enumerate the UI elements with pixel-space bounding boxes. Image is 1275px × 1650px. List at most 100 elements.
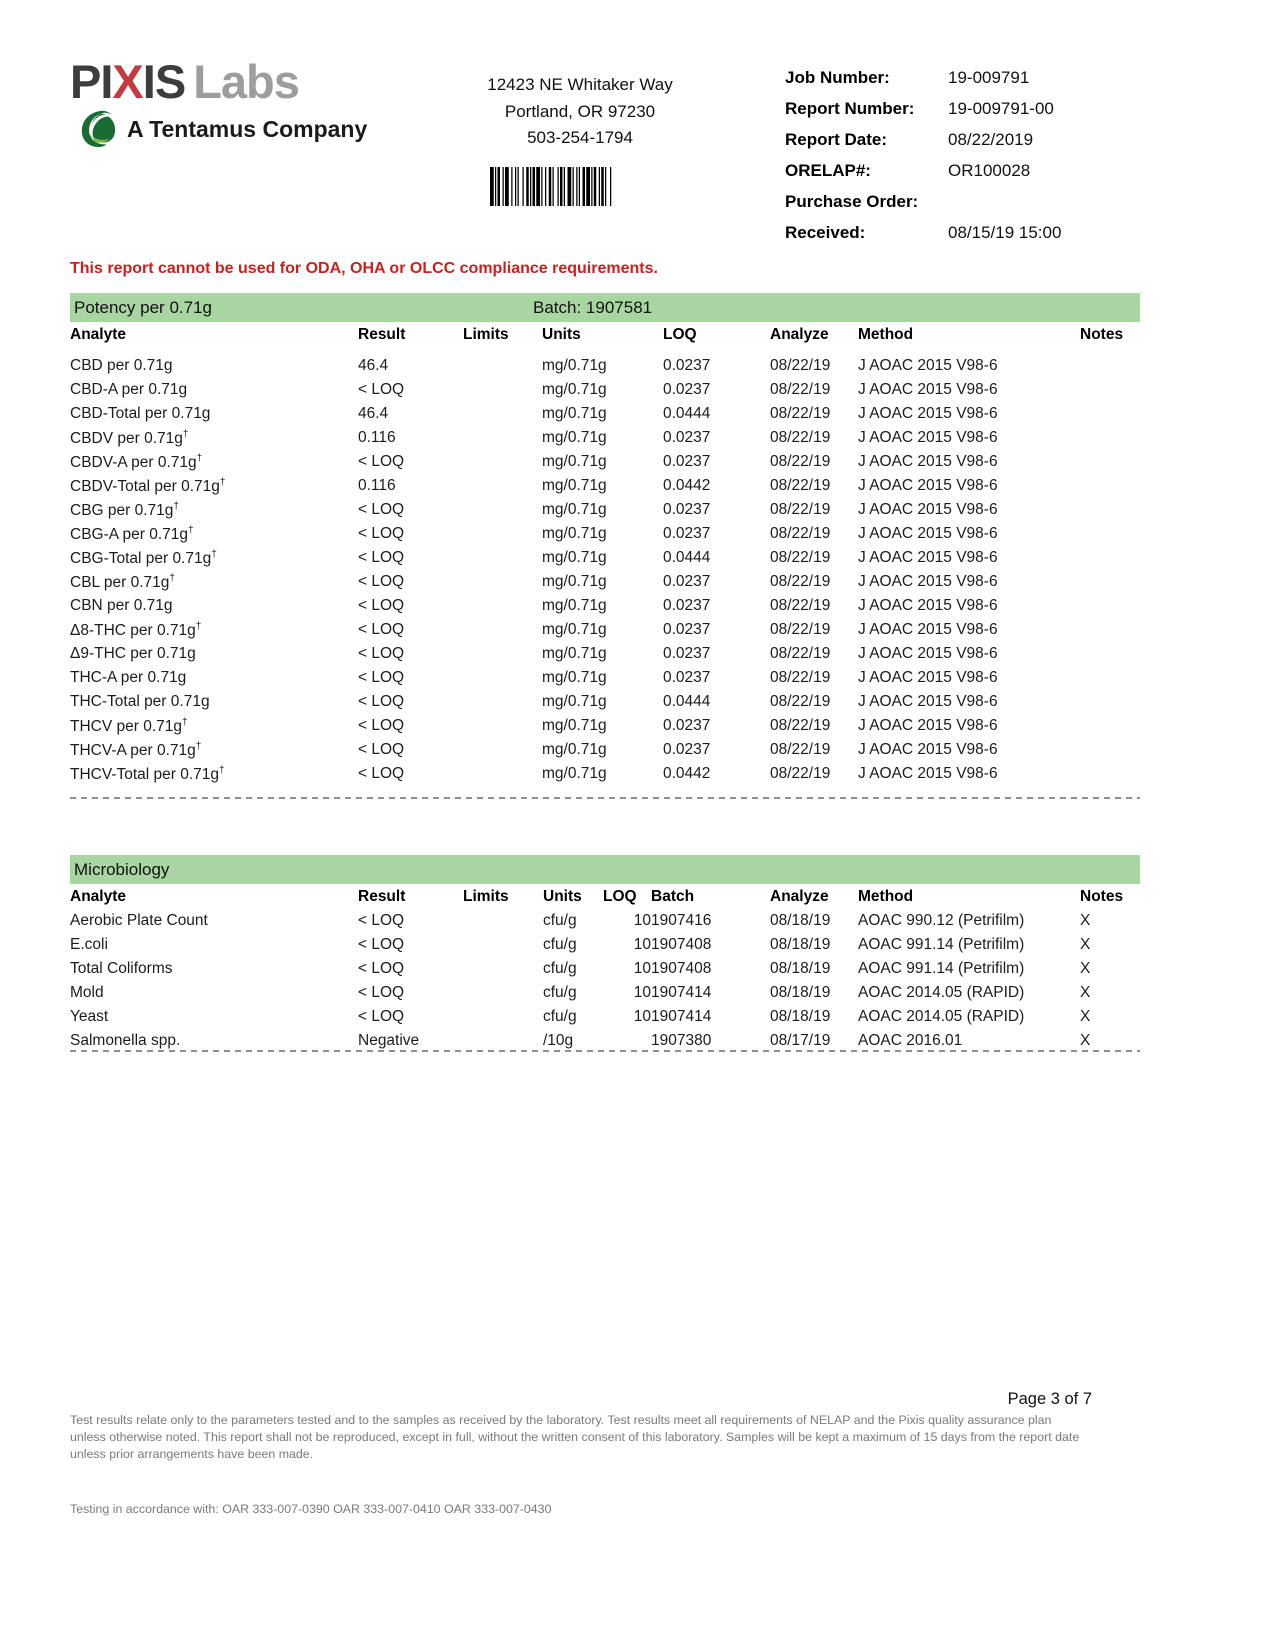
report-info-row: Report Number: 19-009791-00 <box>785 99 1185 130</box>
cell-analyze: 08/22/19 <box>770 741 831 758</box>
table-row: CBD-Total per 0.71g 46.4 mg/0.71g 0.0444 08/… <box>70 405 1140 429</box>
cell-loq: 0.0237 <box>663 669 711 686</box>
cell-notes <box>1080 621 1140 645</box>
cell-analyze: 08/22/19 <box>770 453 831 470</box>
cell-result: < LOQ <box>358 573 405 590</box>
cell-analyte: THCV-Total per 0.71g† <box>70 765 225 783</box>
cell-analyte: Mold <box>70 984 104 1001</box>
cell-method: J AOAC 2015 V98-6 <box>858 357 998 374</box>
report-info-label: Report Number: <box>785 99 915 118</box>
cell-notes <box>1080 741 1140 765</box>
cell-method: J AOAC 2015 V98-6 <box>858 621 998 638</box>
cell-loq: 0.0237 <box>663 573 711 590</box>
cell-analyte: CBN per 0.71g <box>70 597 173 614</box>
cell-limits <box>463 549 542 573</box>
table-row: Total Coliforms < LOQ cfu/g 10 1907408 08/18/… <box>70 960 1140 984</box>
cell-notes <box>1080 381 1140 405</box>
table-row: CBG-A per 0.71g† < LOQ mg/0.71g 0.0237 08/22… <box>70 525 1140 549</box>
report-info-row: Report Date: 08/22/2019 <box>785 130 1185 161</box>
cell-limits <box>463 501 542 525</box>
cell-notes <box>1080 765 1140 789</box>
cell-analyze: 08/22/19 <box>770 357 831 374</box>
cell-batch: 1907416 <box>651 912 712 929</box>
cell-limits <box>463 984 543 1008</box>
cell-analyte: THC-A per 0.71g <box>70 669 187 686</box>
cell-units: cfu/g <box>543 960 577 977</box>
cell-result: < LOQ <box>358 453 405 470</box>
cell-result: < LOQ <box>358 501 405 518</box>
cell-limits <box>463 1008 543 1032</box>
cell-analyze: 08/22/19 <box>770 645 831 662</box>
column-header-limits: Limits <box>463 888 509 905</box>
cell-batch: 1907408 <box>651 960 712 977</box>
logo-wordmark: PIXIS Labs <box>70 58 367 105</box>
report-info-row: Job Number: 19-009791 <box>785 68 1185 99</box>
cell-method: J AOAC 2015 V98-6 <box>858 765 998 782</box>
table-row: THC-Total per 0.71g < LOQ mg/0.71g 0.0444 08… <box>70 693 1140 717</box>
cell-method: J AOAC 2015 V98-6 <box>858 669 998 686</box>
footer-disclaimer: Test results relate only to the paramete… <box>70 1413 1080 1461</box>
cell-loq: 10 <box>633 984 651 1001</box>
cell-loq: 0.0444 <box>663 693 711 710</box>
report-info-value: 08/22/2019 <box>948 130 1034 149</box>
lab-logo: PIXIS Labs A Tentamus Company <box>70 58 367 148</box>
cell-analyte: THC-Total per 0.71g <box>70 693 210 710</box>
cell-notes <box>1080 717 1140 741</box>
cell-method: J AOAC 2015 V98-6 <box>858 549 998 566</box>
cell-result: < LOQ <box>358 669 405 686</box>
lab-phone: 503-254-1794 <box>527 128 633 147</box>
cell-analyze: 08/18/19 <box>770 912 831 929</box>
cell-method: J AOAC 2015 V98-6 <box>858 645 998 662</box>
potency-table-header: Analyte Result Limits Units LOQ Analyze Method… <box>70 326 1140 346</box>
cell-loq: 0.0237 <box>663 381 711 398</box>
table-row: CBD-A per 0.71g < LOQ mg/0.71g 0.0237 08/22/… <box>70 381 1140 405</box>
table-row: CBL per 0.71g† < LOQ mg/0.71g 0.0237 08/22/1… <box>70 573 1140 597</box>
cell-result: < LOQ <box>358 693 405 710</box>
cell-result: < LOQ <box>358 525 405 542</box>
table-row: CBN per 0.71g < LOQ mg/0.71g 0.0237 08/22/19… <box>70 597 1140 621</box>
column-header-analyze: Analyze <box>770 326 829 343</box>
cell-units: cfu/g <box>543 984 577 1001</box>
table-row: CBDV per 0.71g† 0.116 mg/0.71g 0.0237 08/22/… <box>70 429 1140 453</box>
cell-result: < LOQ <box>358 936 405 953</box>
table-row: CBDV-Total per 0.71g† 0.116 mg/0.71g 0.0442… <box>70 477 1140 501</box>
cell-units: mg/0.71g <box>542 477 607 494</box>
cell-notes: X <box>1080 984 1091 1001</box>
cell-limits <box>463 1032 543 1056</box>
cell-limits <box>463 453 542 477</box>
cell-result: < LOQ <box>358 597 405 614</box>
table-row: Aerobic Plate Count < LOQ cfu/g 10 1907416 08… <box>70 912 1140 936</box>
cell-notes: X <box>1080 912 1091 929</box>
column-header-method: Method <box>858 326 914 343</box>
cell-analyze: 08/22/19 <box>770 477 831 494</box>
potency-table-rows: CBD per 0.71g 46.4 mg/0.71g 0.0237 08/22/19 J… <box>70 357 1140 789</box>
cell-analyze: 08/18/19 <box>770 960 831 977</box>
cell-analyte: CBDV-A per 0.71g† <box>70 453 203 471</box>
cell-limits <box>463 741 542 765</box>
column-header-analyte: Analyte <box>70 326 126 343</box>
cell-analyze: 08/17/19 <box>770 1032 831 1049</box>
cell-limits <box>463 765 542 789</box>
cell-limits <box>463 960 543 984</box>
cell-loq: 0.0237 <box>663 645 711 662</box>
logo-text-is: IS <box>142 55 186 108</box>
cell-analyte: E.coli <box>70 936 108 953</box>
cell-result: 46.4 <box>358 357 389 374</box>
cell-analyte: CBG-A per 0.71g† <box>70 525 194 543</box>
cell-notes: X <box>1080 960 1091 977</box>
table-row: E.coli < LOQ cfu/g 10 1907408 08/18/19 AOAC 99… <box>70 936 1140 960</box>
column-header-result: Result <box>358 888 406 905</box>
microbiology-section: Microbiology Analyte Result Limits Units LOQ… <box>70 855 1140 1056</box>
cell-units: mg/0.71g <box>542 693 607 710</box>
page-number: Page 3 of 7 <box>1007 1390 1092 1408</box>
report-info-value: 19-009791 <box>948 68 1030 87</box>
cell-method: J AOAC 2015 V98-6 <box>858 429 998 446</box>
cell-units: cfu/g <box>543 1008 577 1025</box>
cell-analyte: CBDV per 0.71g† <box>70 429 189 447</box>
cell-result: < LOQ <box>358 960 405 977</box>
cell-result: < LOQ <box>358 717 405 734</box>
report-info-value: 19-009791-00 <box>948 99 1054 118</box>
cell-method: AOAC 991.14 (Petrifilm) <box>858 936 1025 953</box>
column-header-units: Units <box>543 888 582 905</box>
cell-analyte: Total Coliforms <box>70 960 173 977</box>
